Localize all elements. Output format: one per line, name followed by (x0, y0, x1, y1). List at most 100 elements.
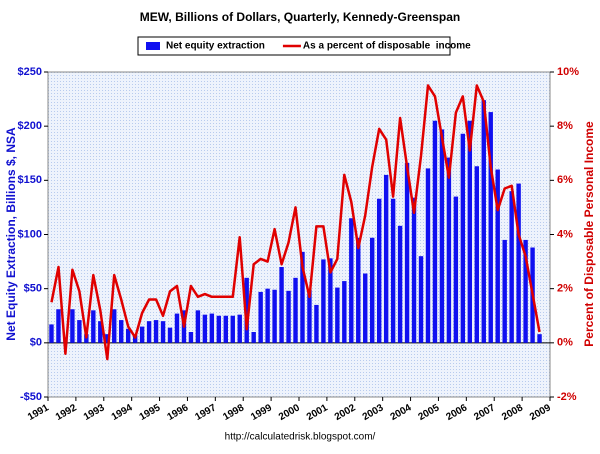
bar (460, 133, 466, 343)
bar (342, 281, 347, 343)
bar (537, 334, 542, 343)
bar (244, 277, 249, 343)
bar (390, 198, 396, 343)
x-tick-label: 1993 (82, 402, 107, 423)
bar (370, 237, 375, 343)
y-tick-label: -$50 (20, 391, 42, 403)
bar (251, 332, 256, 343)
bar (146, 321, 152, 343)
bar (293, 277, 298, 343)
bar (125, 328, 131, 343)
y2-tick-label: 0% (557, 337, 573, 349)
y2-tick-label: 8% (557, 120, 573, 132)
legend-label: As a percent of disposable income (303, 41, 471, 52)
x-tick-label: 1991 (26, 402, 51, 423)
y2-tick-label: -2% (557, 391, 577, 403)
bar (223, 315, 228, 343)
bar (209, 313, 215, 343)
bar (432, 120, 438, 343)
y-tick-label: $250 (18, 66, 42, 78)
y2-tick-label: 6% (557, 174, 573, 186)
bar (56, 309, 61, 343)
bar (446, 157, 452, 343)
bar (397, 225, 403, 343)
y2-axis-label: Percent of Disposable Personal Income (582, 121, 596, 347)
x-tick-label: 2004 (389, 402, 414, 423)
bar (453, 196, 459, 343)
x-tick-label: 2006 (444, 402, 469, 423)
bar (139, 326, 145, 343)
x-tick-label: 1992 (54, 402, 79, 423)
y2-tick-label: 4% (557, 228, 573, 240)
bar (230, 315, 235, 343)
x-tick-label: 1997 (193, 402, 218, 423)
bar (49, 324, 54, 343)
bar (425, 168, 431, 343)
bar (488, 112, 493, 343)
y-tick-label: $150 (18, 174, 42, 186)
y-tick-label: $50 (24, 283, 42, 295)
bar (174, 313, 180, 343)
bar (495, 169, 500, 343)
bar (411, 197, 417, 343)
x-tick-label: 2007 (472, 402, 497, 423)
bar (202, 314, 208, 343)
bar (509, 191, 514, 343)
bar (328, 258, 333, 343)
bar (160, 321, 166, 343)
bar (112, 309, 117, 343)
bar (335, 287, 340, 343)
bar (258, 291, 263, 343)
x-tick-label: 2008 (500, 402, 525, 423)
bar (91, 310, 96, 343)
y-tick-label: $0 (30, 337, 42, 349)
source: http://calculatedrisk.blogspot.com/ (225, 432, 376, 443)
bar (77, 320, 82, 343)
x-tick-label: 1995 (138, 402, 163, 423)
bar (467, 120, 473, 343)
y2-tick-label: 2% (557, 283, 573, 295)
bar (119, 320, 124, 343)
line (50, 84, 541, 361)
bar (314, 304, 319, 343)
x-tick-label: 2005 (416, 402, 441, 423)
bar (286, 290, 291, 343)
bar (307, 289, 312, 343)
x-tick-label: 2003 (361, 402, 386, 423)
bar (418, 256, 424, 343)
x-tick-label: 2002 (333, 402, 358, 423)
bar (376, 198, 382, 343)
y-axis-label: Net Equity Extraction, Billions $, NSA (4, 127, 18, 341)
bar (153, 320, 159, 343)
x-tick-label: 1996 (165, 402, 190, 423)
bar (167, 327, 173, 343)
bar (300, 251, 305, 343)
bar (105, 334, 110, 343)
bar (404, 163, 410, 343)
bar (516, 183, 521, 343)
y-tick-label: $200 (18, 120, 42, 132)
bar (363, 273, 368, 343)
bar (279, 267, 284, 343)
chart-title: MEW, Billions of Dollars, Quarterly, Ken… (140, 10, 461, 24)
bar (216, 315, 222, 343)
bar (439, 129, 445, 343)
bar (272, 289, 277, 343)
bar (383, 174, 389, 343)
legend-swatch (146, 42, 160, 50)
bar (474, 166, 479, 343)
bar (502, 239, 507, 343)
bar (523, 239, 528, 343)
x-tick-label: 1998 (221, 402, 246, 423)
bar (321, 259, 326, 343)
bar (195, 310, 201, 343)
bar (349, 218, 354, 343)
x-tick-label: 1999 (249, 402, 274, 423)
bar (356, 237, 361, 343)
bar (481, 100, 486, 343)
y-tick-label: $100 (18, 228, 42, 240)
y2-tick-label: 10% (557, 66, 579, 78)
x-tick-label: 1994 (110, 402, 135, 423)
x-tick-label: 2009 (528, 402, 553, 423)
bar (265, 288, 270, 343)
